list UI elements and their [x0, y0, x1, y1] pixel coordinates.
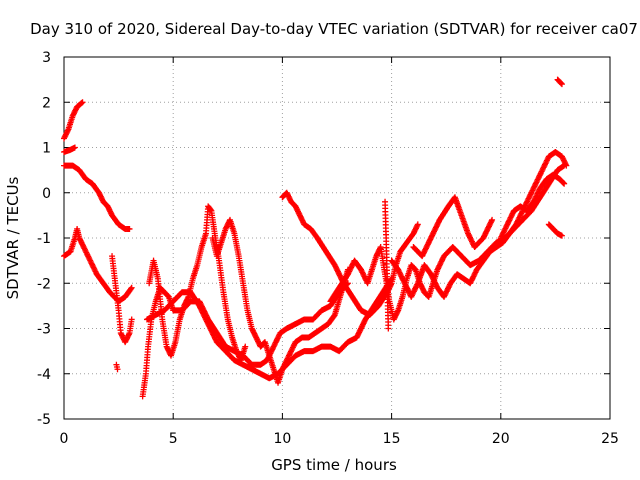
- data-point: [414, 221, 421, 228]
- x-axis: 0 5 10 15 20 25: [60, 57, 619, 447]
- data-points: [61, 76, 570, 400]
- y-tick-label: -3: [37, 322, 51, 338]
- grid: [64, 57, 610, 419]
- data-point: [71, 144, 78, 151]
- data-point: [207, 206, 214, 213]
- series-arc-4: [61, 225, 135, 305]
- data-point: [127, 285, 134, 292]
- series-arc-1: [61, 99, 86, 142]
- series-arc-11: [279, 189, 421, 318]
- x-tick-label: 20: [492, 431, 510, 447]
- chart-title: Day 310 of 2020, Sidereal Day-to-day VTE…: [30, 20, 638, 38]
- series-arc-17: [545, 221, 565, 239]
- y-tick-label: -1: [37, 231, 51, 247]
- data-point: [563, 162, 570, 169]
- series-arc-6: [113, 361, 121, 373]
- series-arc-12: [327, 162, 568, 323]
- series-arc-3: [61, 162, 133, 232]
- series-arc-15: [410, 194, 496, 260]
- data-point: [558, 80, 565, 87]
- x-tick-label: 25: [601, 431, 619, 447]
- series-arc-13: [382, 198, 392, 332]
- data-point: [79, 99, 86, 106]
- data-point: [489, 216, 496, 223]
- series-arc-14: [388, 149, 570, 300]
- data-point: [385, 325, 392, 332]
- y-tick-label: 3: [42, 50, 51, 66]
- x-axis-title: GPS time / hours: [271, 456, 397, 474]
- y-axis: -5 -4 -3 -2 -1 0 1 2 3: [37, 50, 610, 428]
- y-tick-label: -4: [37, 367, 51, 383]
- data-point: [558, 81, 565, 88]
- data-point: [561, 180, 568, 187]
- data-point: [560, 179, 567, 186]
- data-point: [128, 316, 135, 323]
- y-tick-label: 0: [42, 186, 51, 202]
- data-point: [114, 366, 121, 373]
- y-tick-label: -5: [37, 412, 51, 428]
- data-point: [558, 232, 565, 239]
- series-arc-5: [109, 253, 135, 346]
- y-tick-label: 1: [42, 141, 51, 157]
- y-axis-title: SDTVAR / TECUs: [4, 176, 22, 299]
- data-point: [331, 312, 338, 319]
- y-tick-label: -2: [37, 276, 51, 292]
- x-tick-label: 10: [273, 431, 291, 447]
- y-tick-label: 2: [42, 95, 51, 111]
- series-arc-9: [143, 275, 395, 382]
- series-arc-16: [497, 171, 568, 241]
- x-tick-label: 0: [60, 431, 69, 447]
- series-arc-18: [554, 76, 565, 88]
- data-point: [128, 284, 135, 291]
- x-tick-label: 5: [169, 431, 178, 447]
- data-point: [242, 343, 249, 350]
- x-tick-label: 15: [383, 431, 401, 447]
- data-point: [126, 225, 133, 232]
- series-arc-10: [209, 216, 351, 386]
- series-arc-2: [61, 144, 78, 156]
